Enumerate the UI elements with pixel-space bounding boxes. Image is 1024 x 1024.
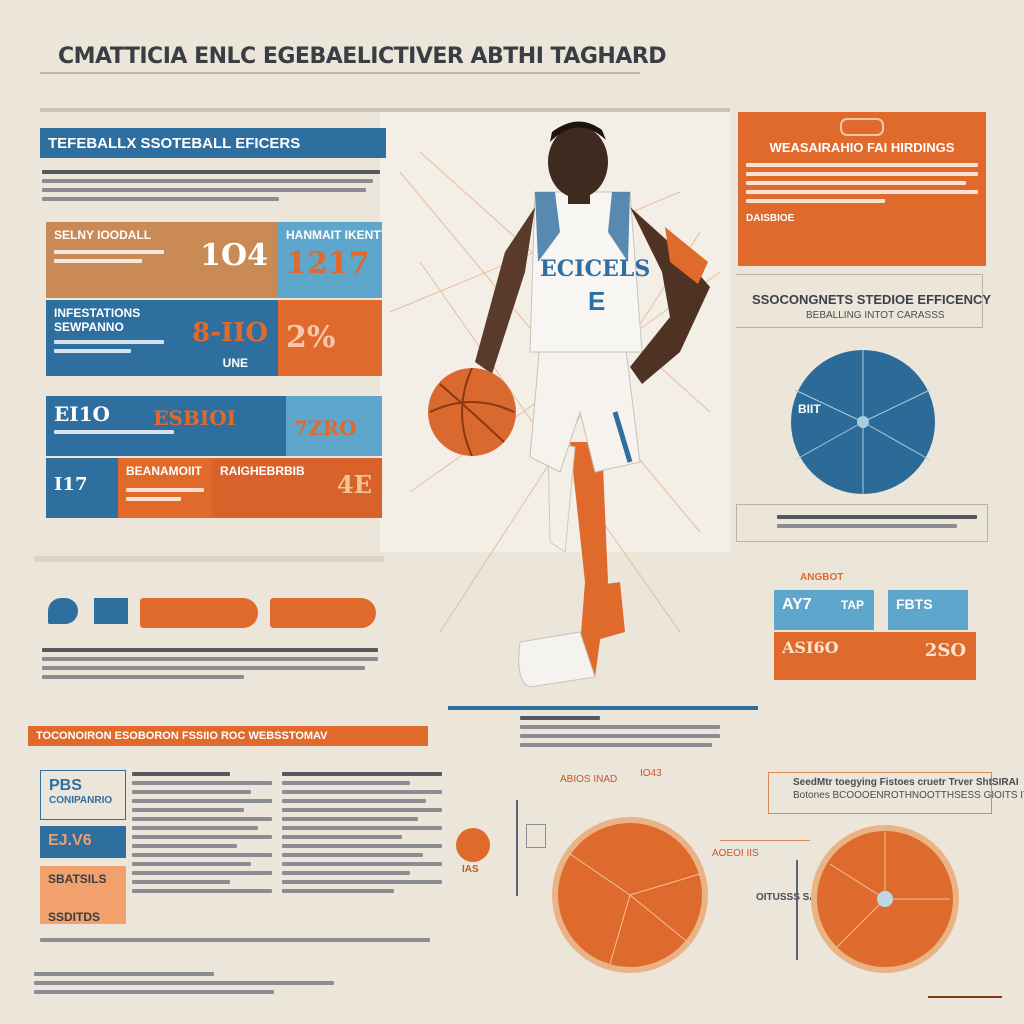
bar-block-1: AY7 TAP: [774, 590, 874, 630]
stat-value: 2%: [286, 320, 336, 355]
panel-title: WEASAIRAHIO FAI HIRDINGS: [769, 140, 955, 155]
pie2-label: AOEOI IIS: [712, 848, 759, 859]
stat-card-6: 7ZRO: [286, 396, 382, 456]
left-intro-text: [42, 170, 380, 201]
bottom-pie-chart-1: [552, 817, 708, 973]
efficiency-title: SSOCONGNETS STEDIOE EFFICENCY: [752, 292, 992, 307]
bar-label: FBTS: [896, 596, 933, 612]
chat-icon: [48, 598, 78, 624]
bottom-pie-chart-2: [811, 825, 959, 973]
jersey-text: ECICELS: [540, 256, 651, 282]
stat-label: RAIGHEBRBIB: [220, 464, 305, 478]
card-label: SBATSILS: [48, 872, 107, 886]
pie-leader-line: [720, 840, 810, 841]
bar-value-b: 2SO: [924, 640, 966, 661]
bottom-footnote-text: [40, 938, 430, 942]
stat-card-5: EI1O ESBIOI: [46, 396, 286, 456]
note-icon: [526, 824, 546, 848]
ball-label: IAS: [462, 864, 479, 875]
card-sublabel: SSDITDS: [48, 910, 101, 924]
bottom-list-2: [282, 772, 442, 893]
page-title: CMATTICIA ENLC EGEBAELICTIVER ABTHI TAGH…: [58, 44, 667, 69]
title-underline: [40, 72, 640, 74]
bar-value: ASI6O: [782, 638, 839, 657]
stat-sublabel: UNE: [222, 356, 248, 370]
bar-label-b: TAP: [840, 598, 864, 612]
right-info-panel: WEASAIRAHIO FAI HIRDINGS DAISBIOE: [738, 112, 986, 266]
basketball-player-illustration: [389, 121, 721, 688]
pie-label: BIIT: [798, 402, 821, 416]
bottom-footnote-text-2: [34, 972, 334, 994]
stat-value-b: ESBIOI: [153, 406, 236, 430]
top-divider: [40, 108, 730, 112]
stat-card-8: BEANAMOIIT: [118, 458, 212, 518]
sneaker-icon: [840, 118, 884, 136]
bottom-card-3: SBATSILS SSDITDS: [40, 866, 126, 924]
bottom-banner: TOCONOIRON ESOBORON FSSIIO ROC WEBSSTOMA…: [28, 726, 428, 746]
pie-caption-box: [736, 504, 988, 542]
mid-small-label: IO43: [640, 768, 662, 779]
stat-card-9: RAIGHEBRBIB 4E: [212, 458, 382, 518]
stat-value: EI1O: [54, 402, 110, 426]
stat-value: I17: [54, 474, 88, 495]
stat-value: 8-IIO: [192, 318, 268, 348]
stat-value: 1217: [286, 246, 370, 281]
stat-label: INFESTATIONS SEWPANNO: [54, 306, 141, 334]
axis-line-2: [796, 860, 798, 960]
bottom-list-1: [132, 772, 272, 893]
icons-caption-text: [42, 648, 378, 679]
bar-label: AY7: [782, 596, 812, 613]
jersey-number: E: [588, 286, 606, 316]
efficiency-pie-chart: [791, 350, 935, 494]
card-icon: [94, 598, 128, 624]
bottom-card-2: EJ.V6: [40, 826, 126, 858]
sneaker-icon-2: [270, 598, 376, 628]
bar-block-3: ASI6O 2SO: [774, 632, 976, 680]
stat-card-4: 2%: [278, 300, 382, 376]
card-sublabel: CONIPANRIO: [49, 795, 113, 806]
stat-value: 1O4: [200, 238, 268, 273]
stat-label: BEANAMOIIT: [126, 464, 202, 478]
left-divider: [34, 556, 384, 562]
bars-top-label: ANGBOT: [800, 572, 844, 583]
efficiency-frame: [736, 274, 983, 328]
card-label: EJ.V6: [48, 832, 92, 849]
stat-value: 7ZRO: [294, 416, 357, 440]
mid-label: ABIOS INAD: [560, 774, 618, 785]
pie3-label: OITUSSS SAGS: [756, 892, 832, 903]
right-box-subtitle: Botones BCOOOENROTHNOOTTHSESS GIOITS ITE…: [793, 790, 1024, 801]
stat-label: HANMAIT IKENTY: [286, 228, 382, 242]
stat-card-2: HANMAIT IKENTY 1217: [278, 222, 382, 298]
stat-card-7: I17: [46, 458, 118, 518]
stat-value: 4E: [337, 470, 372, 499]
bottom-right-box: SeedMtr toegying Fistoes cruetr Trver Sh…: [768, 772, 1024, 814]
card-label: PBS: [49, 777, 82, 794]
right-box-title: SeedMtr toegying Fistoes cruetr Trver Sh…: [793, 777, 1019, 788]
axis-line: [516, 800, 518, 896]
skyline-decoration: [928, 980, 1002, 998]
stat-card-1: SELNY IOODALL 1O4: [46, 222, 278, 298]
sneaker-icon: [140, 598, 258, 628]
bottom-card-1: PBS CONIPANRIO: [40, 770, 126, 820]
bottom-center-text: [520, 716, 720, 747]
bottom-accent-rule: [448, 706, 758, 710]
basketball-icon: [456, 828, 490, 862]
stat-label: SELNY IOODALL: [54, 228, 152, 242]
bar-block-2: FBTS: [888, 590, 968, 630]
stat-card-3: INFESTATIONS SEWPANNO 8-IIO UNE: [46, 300, 278, 376]
panel-footer: DAISBIOE: [746, 213, 795, 224]
left-banner: TEFEBALLX SSOTEBALL EFICERS: [40, 128, 386, 158]
efficiency-subtitle: BEBALLING INTOT CARASSS: [806, 310, 945, 321]
